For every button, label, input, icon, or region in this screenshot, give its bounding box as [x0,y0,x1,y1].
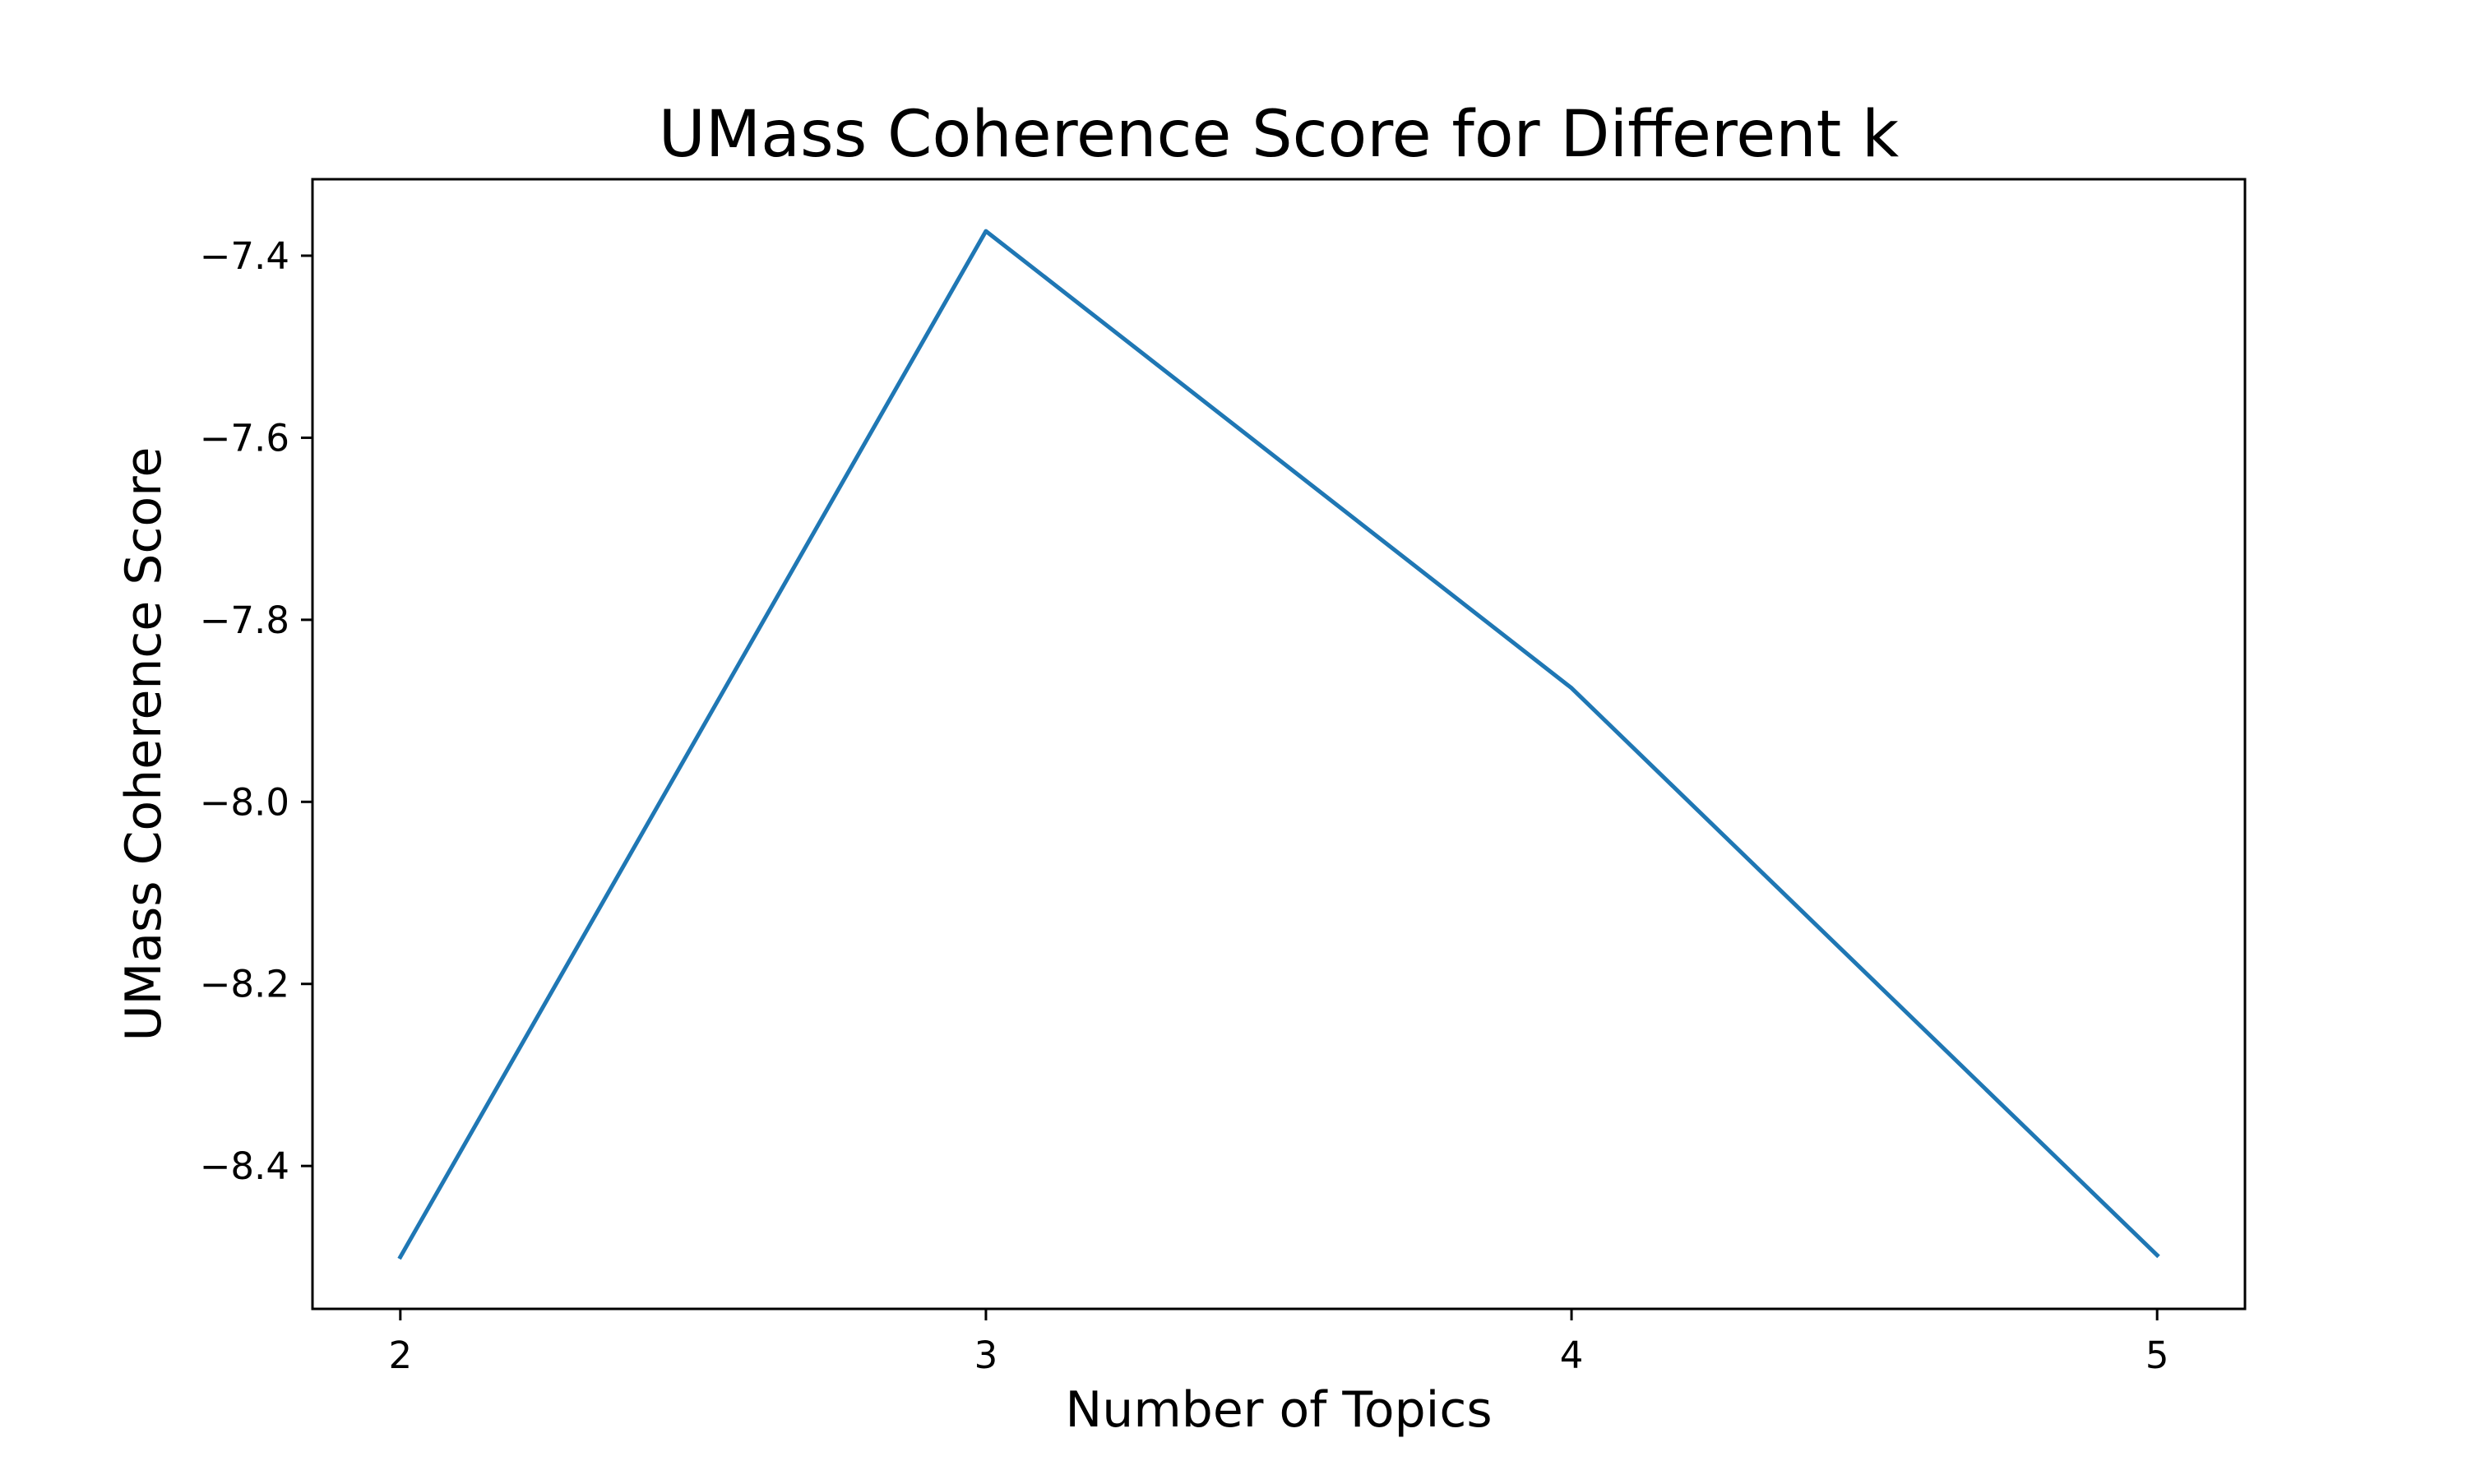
chart-title: UMass Coherence Score for Different k [659,98,1899,172]
series-line [397,229,2160,1260]
plot-frame [311,178,2247,1311]
y-tick-label: −7.4 [200,234,289,278]
x-tick-label: 4 [1560,1334,1584,1377]
x-axis-ticks: 2 3 4 5 [388,1309,2169,1377]
y-axis-ticks: −7.4 −7.6 −7.8 −8.0 −8.2 −8.4 [200,234,312,1188]
y-axis-label: UMass Coherence Score [115,447,173,1042]
x-tick-label: 3 [974,1334,998,1377]
y-tick-label: −8.0 [200,780,289,824]
y-tick-label: −7.8 [200,599,289,642]
x-axis-label: Number of Topics [1065,1381,1492,1439]
series-group [397,229,2160,1260]
x-tick-label: 2 [388,1334,412,1377]
y-tick-label: −8.2 [200,963,289,1006]
y-tick-label: −7.6 [200,416,289,460]
y-tick-label: −8.4 [200,1144,289,1188]
x-tick-label: 5 [2145,1334,2169,1377]
